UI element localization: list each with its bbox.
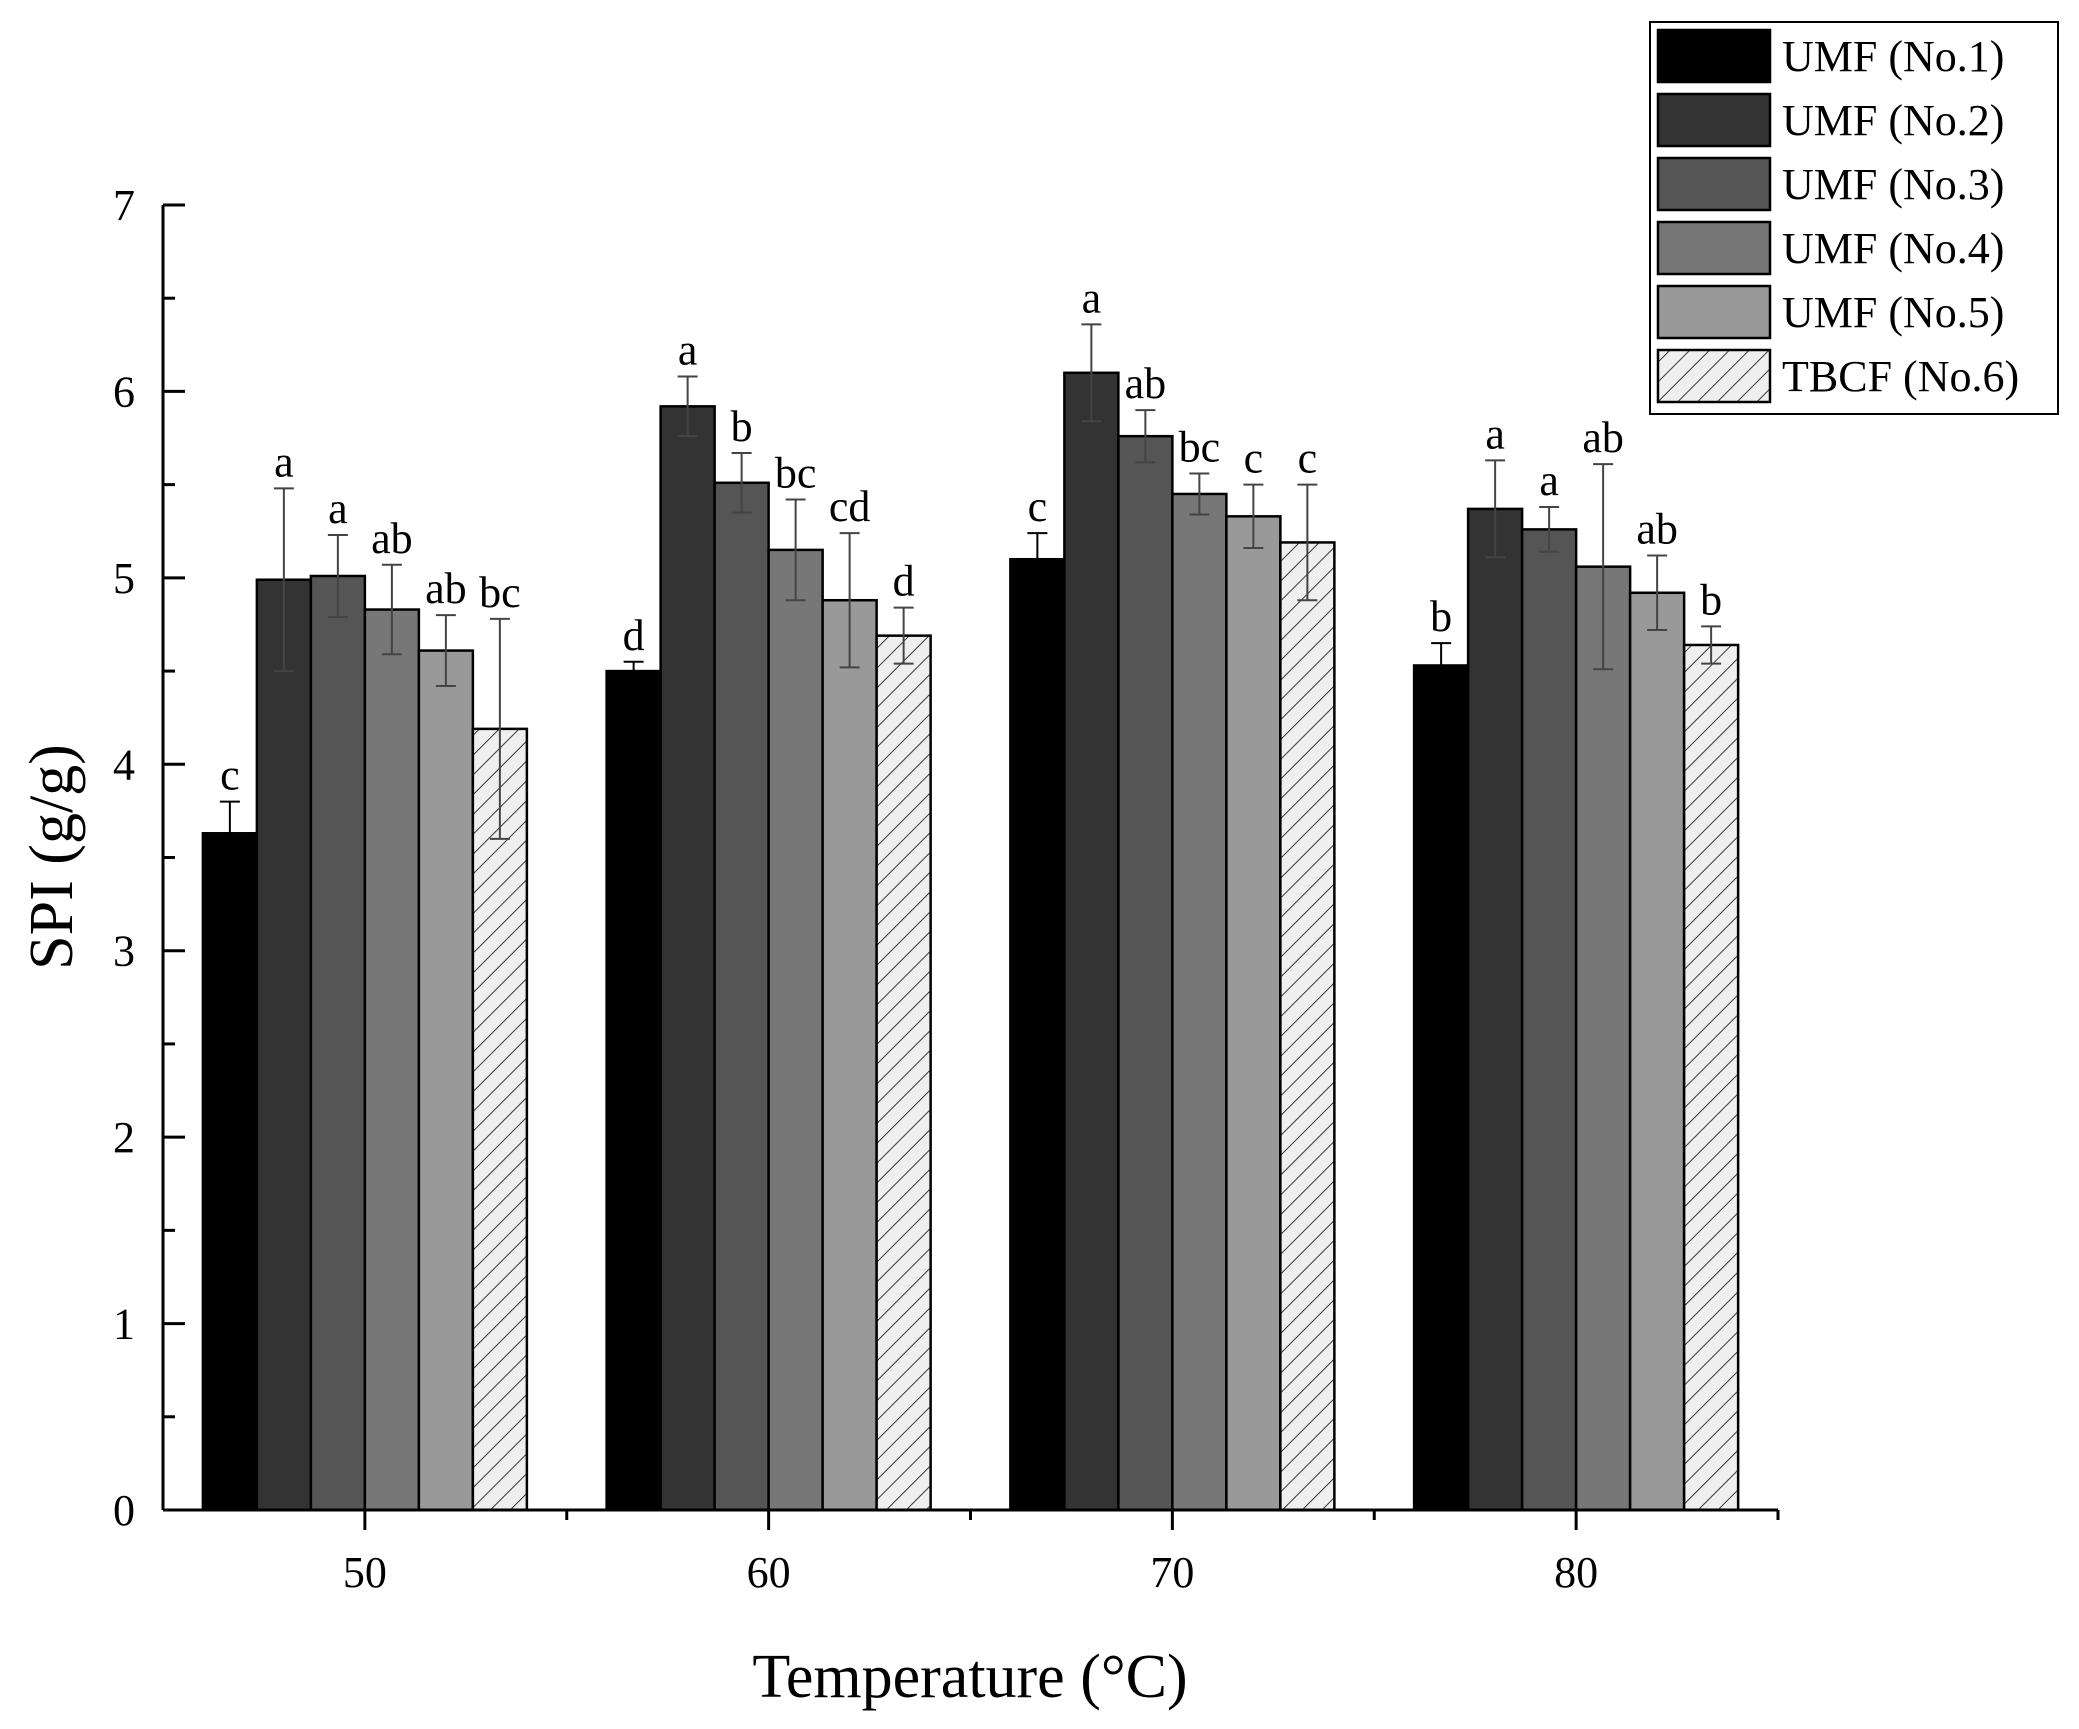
y-tick-label: 2 xyxy=(113,1113,135,1162)
y-tick-label: 5 xyxy=(113,554,135,603)
x-tick-label: 80 xyxy=(1554,1548,1598,1597)
bar xyxy=(1520,528,1578,1512)
legend-swatch xyxy=(1656,92,1772,148)
bar xyxy=(471,727,529,1512)
significance-label: a xyxy=(328,484,348,533)
significance-label: d xyxy=(623,611,645,660)
significance-label: b xyxy=(1430,592,1452,641)
y-tick-label: 0 xyxy=(113,1486,135,1535)
significance-label: c xyxy=(1244,434,1264,483)
significance-label: bc xyxy=(775,449,817,498)
significance-label: a xyxy=(1485,409,1505,458)
significance-label: bc xyxy=(1179,422,1221,471)
significance-label: d xyxy=(893,557,915,606)
legend-frame xyxy=(1649,21,2059,415)
axes: 0 1 2 3 4 5 6 7 50 60 70 80 xyxy=(113,181,1780,1597)
bar xyxy=(1117,434,1174,1512)
significance-label: c xyxy=(1028,482,1048,531)
bar xyxy=(1412,664,1470,1512)
legend-label: UMF (No.2) xyxy=(1782,96,2004,145)
legend-label: UMF (No.1) xyxy=(1782,32,2004,81)
bar xyxy=(309,574,367,1512)
significance-label: b xyxy=(731,402,753,451)
significance-label: a xyxy=(1539,456,1559,505)
significance-label: bc xyxy=(479,568,521,617)
y-tick-label: 3 xyxy=(113,927,135,976)
bar xyxy=(1682,643,1740,1512)
bar xyxy=(1009,557,1066,1512)
bar xyxy=(255,578,313,1512)
legend-swatch xyxy=(1656,220,1772,276)
significance-label: c xyxy=(220,751,240,800)
legend-label: UMF (No.3) xyxy=(1782,160,2004,209)
legend-label: UMF (No.5) xyxy=(1782,288,2004,337)
x-axis-title: Temperature (°C) xyxy=(752,1643,1187,1711)
bar xyxy=(1225,515,1282,1512)
bar xyxy=(659,405,716,1512)
x-tick-label: 50 xyxy=(343,1548,387,1597)
bar xyxy=(713,481,770,1512)
significance-label: ab xyxy=(1582,413,1624,462)
x-tick-label: 60 xyxy=(747,1548,791,1597)
significance-label: ab xyxy=(371,514,413,563)
bar xyxy=(1574,565,1632,1512)
significance-label: c xyxy=(1298,434,1318,483)
y-tick-label: 7 xyxy=(113,181,135,230)
bar xyxy=(363,608,421,1512)
legend-swatch xyxy=(1656,348,1772,404)
significance-label: cd xyxy=(829,482,871,531)
bar xyxy=(1279,541,1336,1512)
bar xyxy=(767,548,824,1512)
legend: UMF (No.1) UMF (No.2) UMF (No.3) UMF (No.4)… xyxy=(1649,21,2059,415)
significance-label: b xyxy=(1700,575,1722,624)
bar xyxy=(417,649,475,1512)
bar xyxy=(821,598,878,1512)
significance-label: a xyxy=(678,326,698,375)
legend-label: UMF (No.4) xyxy=(1782,224,2004,273)
significance-label: ab xyxy=(1125,359,1167,408)
significance-label: ab xyxy=(425,564,467,613)
bar xyxy=(201,832,259,1512)
bar xyxy=(1171,492,1228,1512)
bar xyxy=(1466,507,1524,1512)
y-tick-label: 6 xyxy=(113,367,135,416)
legend-swatch xyxy=(1656,28,1772,84)
bar xyxy=(1628,591,1686,1512)
significance-label: a xyxy=(274,437,294,486)
bar xyxy=(605,669,662,1512)
bar xyxy=(1063,371,1120,1512)
significance-label: ab xyxy=(1636,504,1678,553)
bar xyxy=(875,634,932,1512)
y-axis-title: SPI (g/g) xyxy=(18,744,86,970)
significance-label: a xyxy=(1082,273,1102,322)
legend-swatch xyxy=(1656,284,1772,340)
legend-label: TBCF (No.6) xyxy=(1782,352,2019,401)
legend-swatch xyxy=(1656,156,1772,212)
x-tick-label: 70 xyxy=(1150,1548,1194,1597)
y-tick-label: 1 xyxy=(113,1300,135,1349)
y-tick-label: 4 xyxy=(113,740,135,789)
